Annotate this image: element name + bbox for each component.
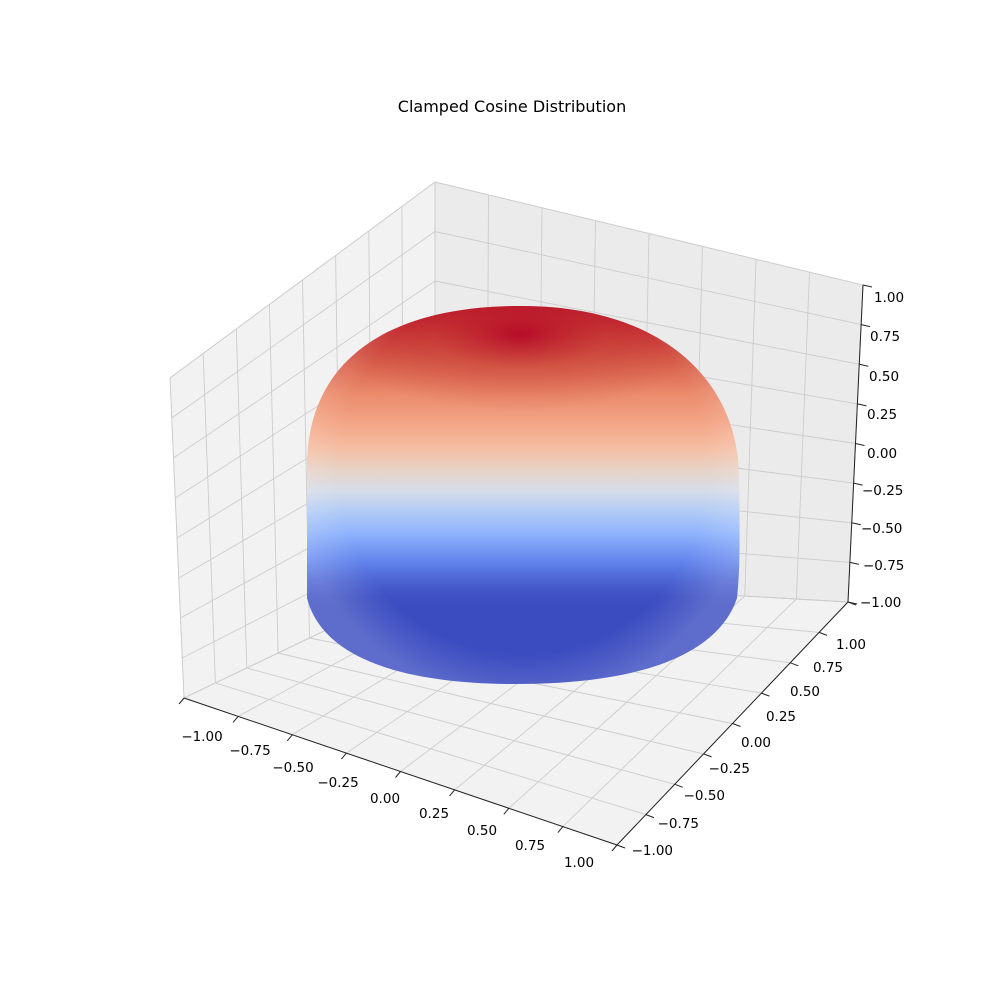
z-tick-mark — [853, 482, 863, 486]
x-tick-label: 1.00 — [564, 855, 594, 871]
x-tick-mark — [232, 716, 239, 723]
y-tick-mark — [761, 692, 770, 697]
z-tick-label: −0.25 — [862, 483, 903, 499]
x-tick-label: −0.50 — [272, 760, 313, 776]
x-tick-mark — [503, 807, 510, 815]
z-tick-label: −1.00 — [860, 595, 901, 611]
x-tick-mark — [178, 697, 185, 705]
x-tick-mark — [395, 771, 401, 778]
z-tick-mark — [849, 561, 860, 565]
y-tick-mark — [790, 662, 799, 667]
y-tick-mark — [674, 783, 683, 788]
z-grid-line — [434, 181, 864, 286]
z-axis-tick-labels: −1.00 −0.75 −0.50 −0.25 0.00 0.25 0.50 0… — [860, 290, 904, 611]
z-grid-line — [434, 280, 860, 365]
z-tick-label: 0.75 — [870, 329, 900, 345]
y-tick-label: 1.00 — [836, 637, 866, 653]
z-tick-label: 0.00 — [867, 446, 897, 462]
y-tick-label: −1.00 — [632, 843, 673, 859]
y-tick-mark — [732, 723, 741, 727]
x-tick-mark — [611, 844, 618, 852]
z-tick-mark — [862, 284, 873, 288]
y-tick-label: 0.00 — [741, 735, 771, 751]
x-tick-mark — [286, 734, 293, 742]
z-grid-line — [434, 231, 862, 326]
x-tick-mark — [449, 789, 455, 797]
z-tick-mark — [859, 363, 869, 367]
z-tick-label: 0.50 — [869, 369, 899, 385]
x-tick-label: 0.75 — [515, 838, 545, 854]
z-grid-line — [171, 231, 436, 419]
y-tick-mark — [818, 631, 828, 636]
x-tick-label: 0.25 — [419, 806, 449, 822]
x-tick-mark — [341, 752, 347, 760]
z-grid-line — [173, 280, 436, 459]
y-tick-label: 0.50 — [790, 684, 820, 700]
x-tick-label: 0.50 — [467, 823, 497, 839]
z-tick-mark — [851, 522, 861, 526]
sphere-surface — [306, 306, 740, 684]
x-tick-label: 0.00 — [370, 791, 400, 807]
y-tick-mark — [847, 601, 857, 606]
z-tick-label: −0.50 — [861, 521, 902, 537]
y-tick-label: −0.50 — [684, 788, 725, 804]
z-tick-mark — [857, 403, 867, 407]
tick-marks — [178, 284, 873, 852]
y-tick-label: 0.25 — [766, 709, 796, 725]
y-tick-mark — [703, 753, 712, 758]
x-grid-line — [795, 272, 810, 600]
chart-title: Clamped Cosine Distribution — [398, 97, 626, 116]
y-axis-tick-labels: −1.00 −0.75 −0.50 −0.25 0.00 0.25 0.50 0… — [632, 637, 866, 859]
z-tick-label: 0.25 — [867, 407, 897, 423]
z-tick-mark — [860, 324, 871, 328]
x-grid-line — [744, 259, 757, 597]
x-tick-label: −0.75 — [229, 743, 270, 759]
x-tick-label: −1.00 — [181, 729, 222, 745]
z-tick-label: −0.75 — [863, 558, 904, 574]
surface-edge-shade — [306, 306, 740, 684]
x-tick-label: −0.25 — [317, 775, 358, 791]
y-tick-mark — [616, 844, 626, 849]
x-grid-line — [562, 598, 797, 827]
x-tick-mark — [557, 826, 564, 833]
z-grid-line — [169, 181, 436, 379]
z-tick-mark — [855, 443, 865, 446]
y-tick-label: −0.25 — [709, 761, 750, 777]
y-tick-label: 0.75 — [813, 660, 843, 676]
z-tick-label: 1.00 — [874, 290, 904, 306]
y-tick-label: −0.75 — [658, 816, 699, 832]
x-axis-tick-labels: −1.00 −0.75 −0.50 −0.25 0.00 0.25 0.50 0… — [181, 729, 594, 871]
y-tick-mark — [645, 814, 655, 819]
